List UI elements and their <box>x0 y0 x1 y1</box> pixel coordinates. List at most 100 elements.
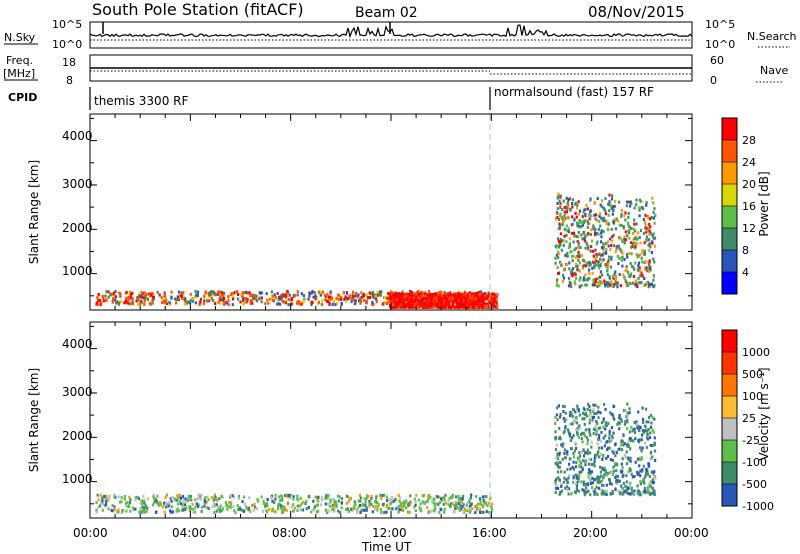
data-point <box>292 495 295 499</box>
data-point <box>642 464 645 468</box>
data-point <box>398 297 402 301</box>
data-point <box>179 496 183 500</box>
data-point <box>178 493 181 497</box>
data-point <box>437 298 440 302</box>
data-point <box>647 415 651 419</box>
data-point <box>632 275 635 278</box>
data-point <box>324 502 327 506</box>
data-point <box>588 222 591 226</box>
data-point <box>578 451 581 454</box>
data-point <box>313 507 316 511</box>
data-point <box>100 301 103 305</box>
data-point <box>642 477 645 481</box>
data-point <box>224 300 227 304</box>
data-point <box>575 256 578 260</box>
data-point <box>345 501 348 505</box>
data-point <box>614 249 617 253</box>
data-point <box>457 494 460 498</box>
data-point <box>629 492 632 496</box>
data-point <box>305 507 308 511</box>
data-point <box>398 499 401 503</box>
data-point <box>648 249 651 253</box>
data-point <box>391 291 395 295</box>
data-point <box>454 507 457 510</box>
data-point <box>611 490 614 493</box>
data-point <box>217 290 220 294</box>
data-point <box>321 498 324 502</box>
data-point <box>565 263 569 267</box>
data-point <box>555 211 558 214</box>
data-point <box>414 298 417 302</box>
data-point <box>462 503 465 507</box>
data-point <box>294 293 297 297</box>
data-point <box>558 465 561 469</box>
data-point <box>606 455 610 458</box>
data-point <box>638 426 642 430</box>
data-point <box>602 246 605 250</box>
data-point <box>107 295 110 299</box>
data-point <box>160 296 163 300</box>
data-point <box>476 506 479 510</box>
data-point <box>196 290 200 294</box>
data-point <box>633 491 636 495</box>
power-colorbar-label: Power [dB] <box>757 171 771 236</box>
data-point <box>403 304 406 307</box>
data-point <box>578 278 581 282</box>
data-point <box>359 300 363 304</box>
data-point <box>174 497 177 501</box>
data-point <box>317 495 320 499</box>
data-point <box>648 238 651 242</box>
data-point <box>426 294 429 298</box>
data-point <box>250 293 253 297</box>
data-point <box>572 254 575 258</box>
colorbar-segment <box>722 184 737 206</box>
data-point <box>463 302 467 306</box>
data-point <box>592 260 595 264</box>
data-point <box>333 499 336 503</box>
data-point <box>559 196 562 199</box>
data-point <box>620 470 623 474</box>
data-point <box>562 268 566 272</box>
data-point <box>586 451 589 454</box>
data-point <box>638 208 641 212</box>
data-point <box>216 499 219 502</box>
data-point <box>146 506 149 510</box>
data-point <box>422 299 425 303</box>
data-point <box>606 227 609 231</box>
data-point <box>559 461 562 464</box>
data-point <box>359 504 362 507</box>
data-point <box>435 293 438 297</box>
data-point <box>415 493 418 497</box>
data-point <box>436 495 439 499</box>
data-point <box>565 478 568 482</box>
data-point <box>613 272 616 276</box>
data-point <box>416 305 419 309</box>
data-point <box>470 293 473 296</box>
data-point <box>569 467 572 471</box>
data-point <box>565 485 568 489</box>
data-point <box>465 503 468 507</box>
data-point <box>477 305 480 309</box>
data-point <box>625 268 628 272</box>
data-point <box>453 305 456 309</box>
data-point <box>463 299 466 303</box>
data-point <box>315 503 318 507</box>
data-point <box>557 237 560 241</box>
data-point <box>574 410 577 414</box>
data-point <box>402 305 405 309</box>
data-point <box>407 504 410 508</box>
data-point <box>626 234 629 238</box>
data-point <box>448 296 451 300</box>
data-point <box>561 273 565 277</box>
data-point <box>557 250 560 254</box>
data-point <box>597 281 600 285</box>
data-point <box>617 421 620 425</box>
data-point <box>468 497 471 501</box>
data-point <box>639 229 643 233</box>
data-point <box>647 285 650 289</box>
data-point <box>564 456 567 460</box>
data-point <box>597 260 600 264</box>
data-point <box>402 302 406 305</box>
data-point <box>165 302 169 305</box>
data-point <box>567 227 570 231</box>
